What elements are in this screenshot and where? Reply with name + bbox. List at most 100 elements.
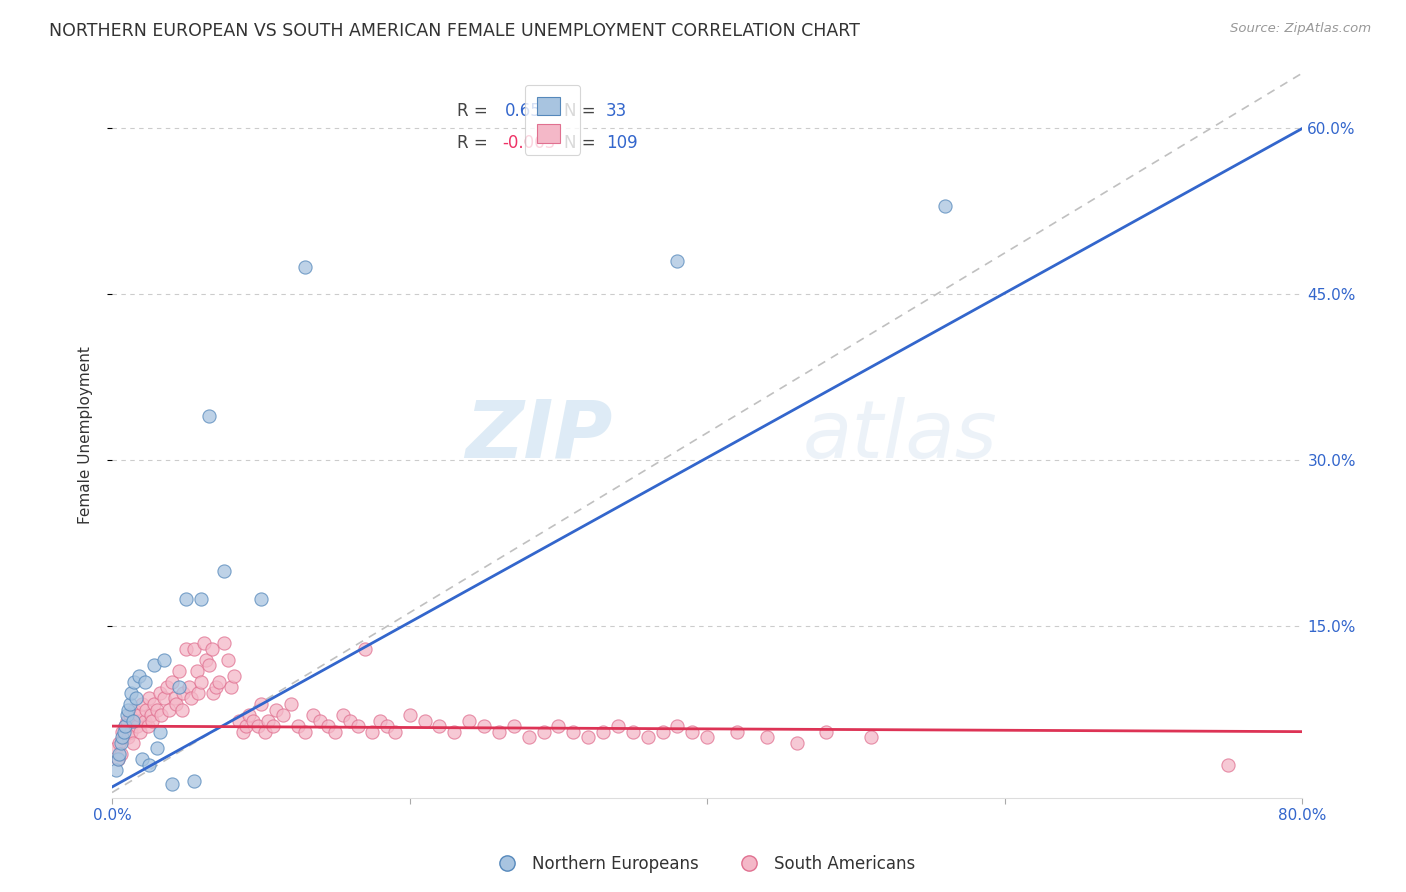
Point [264, 702, 287, 716]
Point [134, 714, 156, 728]
Point [136, 719, 159, 733]
Point [115, 714, 138, 728]
Text: ZIP: ZIP [464, 397, 612, 475]
Point [120, 724, 142, 739]
Point [150, 708, 173, 723]
Point [108, 747, 131, 761]
Point [112, 730, 135, 744]
Point [681, 724, 703, 739]
Point [141, 714, 163, 728]
Point [128, 669, 150, 683]
Point [502, 719, 524, 733]
Point [190, 674, 212, 689]
Point [107, 752, 129, 766]
Point [666, 719, 689, 733]
Point [517, 730, 540, 744]
Point [114, 719, 136, 733]
Point [121, 736, 143, 750]
Point [201, 641, 224, 656]
Point [125, 691, 148, 706]
Point [786, 736, 808, 750]
Point [110, 747, 132, 761]
Point [131, 697, 153, 711]
Point [118, 708, 141, 723]
Point [592, 724, 614, 739]
Point [167, 681, 190, 695]
Point [120, 686, 142, 700]
Point [257, 714, 280, 728]
Legend: , : , [524, 85, 581, 155]
Point [163, 691, 186, 706]
Point [139, 708, 162, 723]
Point [1216, 757, 1239, 772]
Point [316, 719, 339, 733]
Text: R =: R = [457, 135, 488, 153]
Point [238, 708, 260, 723]
Point [197, 409, 219, 424]
Point [124, 674, 146, 689]
Point [156, 681, 179, 695]
Point [117, 702, 139, 716]
Point [458, 714, 481, 728]
Text: Source: ZipAtlas.com: Source: ZipAtlas.com [1230, 22, 1371, 36]
Point [339, 714, 361, 728]
Point [271, 708, 294, 723]
Point [111, 724, 134, 739]
Point [190, 591, 212, 606]
Point [576, 730, 599, 744]
Point [375, 719, 398, 733]
Point [413, 714, 436, 728]
Point [309, 714, 332, 728]
Point [472, 719, 495, 733]
Point [696, 730, 718, 744]
Point [105, 764, 128, 778]
Point [165, 697, 187, 711]
Point [186, 664, 208, 678]
Point [354, 641, 377, 656]
Point [149, 724, 172, 739]
Point [651, 724, 673, 739]
Point [145, 741, 167, 756]
Point [280, 697, 302, 711]
Point [142, 697, 165, 711]
Point [219, 681, 242, 695]
Point [138, 691, 160, 706]
Point [547, 719, 569, 733]
Point [332, 708, 354, 723]
Point [108, 736, 131, 750]
Point [302, 708, 325, 723]
Point [287, 719, 309, 733]
Point [105, 741, 128, 756]
Point [361, 724, 384, 739]
Point [115, 708, 138, 723]
Point [368, 714, 391, 728]
Text: 109: 109 [606, 135, 638, 153]
Point [160, 777, 183, 791]
Point [228, 714, 250, 728]
Point [250, 697, 273, 711]
Point [114, 719, 136, 733]
Text: N =: N = [564, 102, 596, 120]
Point [197, 658, 219, 673]
Point [250, 591, 273, 606]
Point [125, 714, 148, 728]
Point [246, 719, 269, 733]
Point [208, 674, 231, 689]
Point [254, 724, 277, 739]
Point [637, 730, 659, 744]
Y-axis label: Female Unemployment: Female Unemployment [79, 347, 93, 524]
Point [323, 724, 346, 739]
Point [346, 719, 368, 733]
Point [124, 702, 146, 716]
Legend: Northern Europeans, South Americans: Northern Europeans, South Americans [484, 848, 922, 880]
Point [160, 674, 183, 689]
Point [755, 730, 778, 744]
Text: atlas: atlas [803, 397, 997, 475]
Text: 0.655: 0.655 [505, 102, 553, 120]
Point [107, 752, 129, 766]
Point [262, 719, 284, 733]
Point [398, 708, 420, 723]
Point [443, 724, 465, 739]
Point [212, 564, 235, 578]
Point [183, 774, 205, 789]
